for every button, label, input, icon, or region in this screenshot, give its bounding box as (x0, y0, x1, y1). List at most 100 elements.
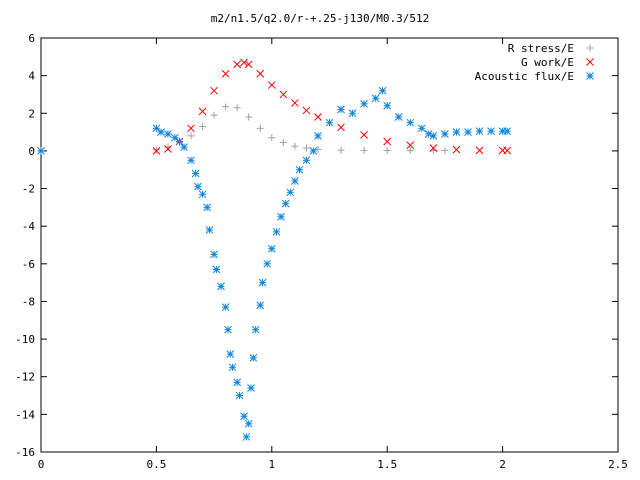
data-point (268, 134, 276, 142)
data-point (251, 325, 260, 334)
data-point (187, 132, 195, 140)
data-point (37, 147, 45, 155)
plot-area-border (40, 37, 619, 453)
data-point (394, 113, 403, 121)
data-point (360, 131, 368, 139)
data-point (503, 127, 512, 136)
data-point (187, 156, 195, 165)
legend-label-g-work: G work/E (521, 56, 574, 69)
data-point (464, 128, 472, 136)
data-point (152, 124, 161, 133)
data-point (187, 124, 195, 133)
data-point (210, 86, 218, 95)
data-point (194, 182, 202, 191)
data-point (475, 146, 484, 155)
data-point (221, 69, 230, 78)
y-tick-label: 0 (28, 145, 35, 158)
data-point (267, 244, 276, 253)
data-point (337, 123, 345, 132)
y-tick-label: 2 (28, 107, 35, 120)
data-point (198, 190, 207, 199)
series-0 (37, 103, 449, 155)
x-tick-label: 0.5 (146, 458, 166, 471)
data-point (233, 104, 241, 112)
y-tick-label: -10 (15, 333, 35, 346)
data-point (383, 147, 391, 155)
y-tick-label: -4 (22, 220, 36, 233)
data-point (279, 90, 288, 99)
data-point (247, 384, 255, 392)
data-point (281, 199, 290, 208)
data-point (217, 282, 225, 291)
data-point (164, 145, 172, 153)
data-point (244, 60, 253, 69)
data-point (378, 86, 387, 95)
data-point (441, 130, 449, 138)
data-point (360, 100, 368, 108)
data-point (226, 350, 235, 358)
data-point (406, 147, 414, 155)
data-point (314, 145, 322, 153)
data-point (325, 118, 334, 127)
data-point (240, 412, 248, 421)
y-tick-label: -8 (22, 295, 35, 308)
data-point (475, 127, 484, 136)
data-point (152, 147, 161, 155)
data-point (233, 60, 242, 69)
y-tick-label: -2 (22, 183, 35, 196)
data-point (205, 226, 214, 234)
legend-label-acoustic-flux: Acoustic flux/E (475, 70, 574, 83)
y-tick-label: 4 (28, 70, 35, 83)
y-tick-label: -6 (22, 258, 35, 271)
data-point (152, 146, 160, 154)
data-point (224, 325, 232, 334)
data-point (302, 144, 310, 152)
data-point (452, 128, 461, 136)
data-point (256, 124, 264, 132)
x-tick-label: 1.5 (377, 458, 397, 471)
data-point (242, 433, 251, 441)
data-point (302, 106, 311, 115)
data-point (249, 354, 258, 362)
data-point (371, 94, 380, 103)
data-point (302, 156, 311, 165)
data-point (337, 146, 345, 154)
data-point (272, 227, 281, 236)
data-point (199, 122, 207, 130)
data-point (314, 132, 322, 140)
data-point (291, 99, 299, 107)
x-tick-label: 2 (499, 458, 506, 471)
data-point (424, 130, 433, 138)
data-point (429, 144, 438, 152)
data-point (244, 419, 253, 428)
data-point (487, 127, 495, 136)
legend-marker (586, 58, 594, 66)
x-axis-ticks: 0 0.5 1 1.5 2 2.5 (38, 38, 628, 471)
data-point (360, 146, 368, 154)
x-tick-label: 0 (38, 458, 45, 471)
data-point (441, 147, 449, 155)
data-point (291, 142, 299, 150)
data-point (233, 378, 242, 387)
legend: R stress/E G work/E Acoustic flux/E (475, 42, 594, 83)
data-point (348, 109, 357, 118)
y-tick-label: -12 (15, 371, 35, 384)
data-point (203, 203, 212, 212)
data-point (198, 107, 207, 116)
x-tick-label: 1 (268, 458, 275, 471)
data-point (406, 141, 415, 150)
data-point (383, 137, 392, 146)
y-tick-label: -14 (15, 408, 35, 421)
data-point (337, 105, 345, 114)
data-point (503, 146, 512, 155)
legend-label-r-stress: R stress/E (508, 42, 574, 55)
data-point (210, 250, 218, 259)
data-point (222, 103, 230, 111)
data-point (191, 169, 200, 178)
data-point (256, 69, 265, 78)
y-axis-ticks: 6 4 2 0 -2 -4 -6 -8 -10 -12 -14 -16 (15, 32, 618, 459)
data-point (452, 145, 461, 154)
legend-marker (586, 44, 594, 52)
data-point (295, 165, 304, 174)
data-point (286, 188, 295, 197)
